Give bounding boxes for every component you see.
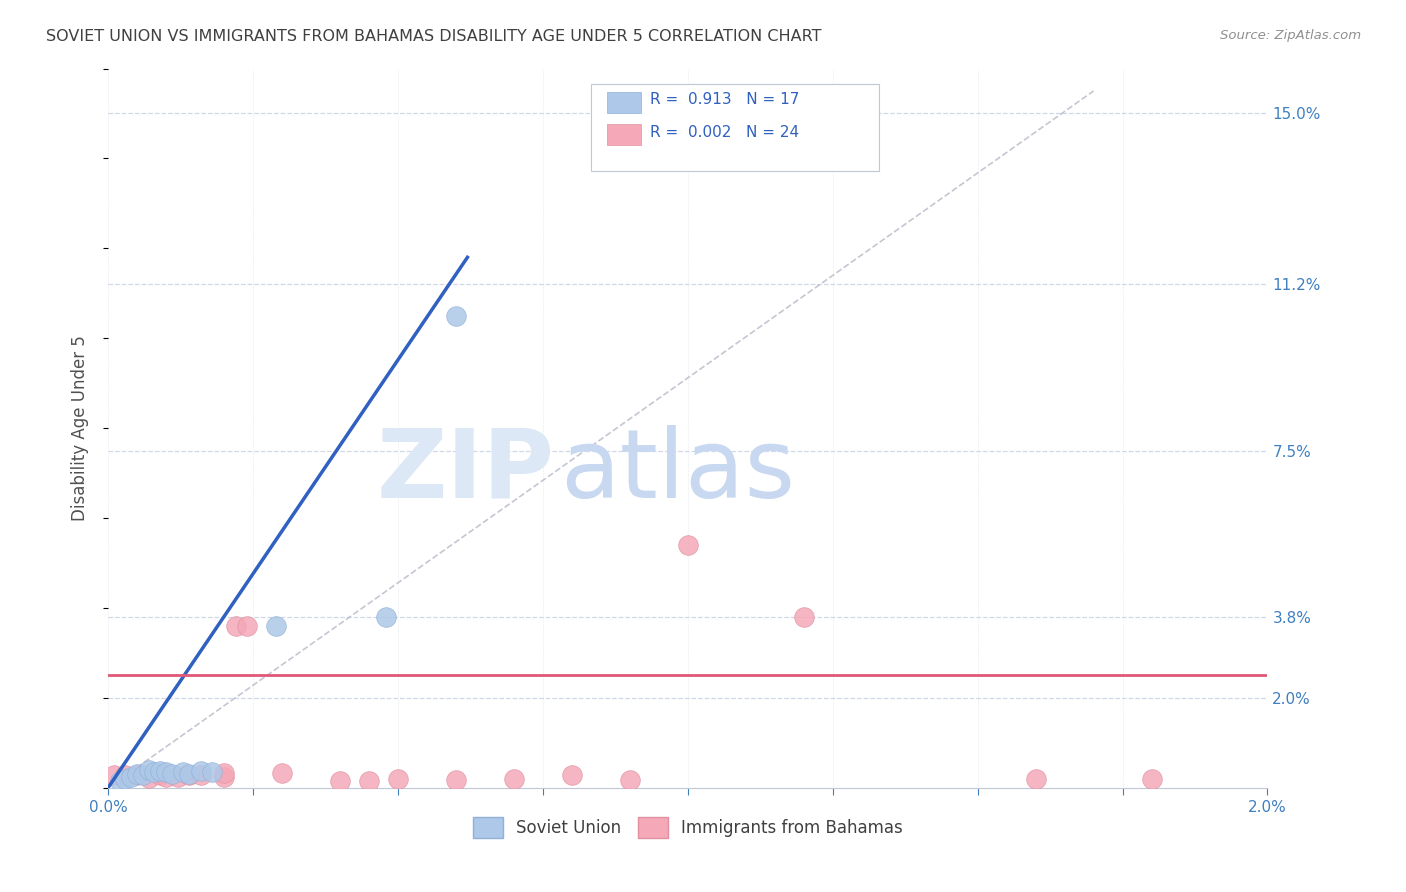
Point (264, 619, 287, 633)
Point (375, 610, 398, 624)
Point (619, 772, 641, 787)
Point (387, 772, 409, 786)
Point (125, 768, 148, 782)
Point (149, 768, 172, 782)
Text: Source: ZipAtlas.com: Source: ZipAtlas.com (1220, 29, 1361, 43)
Point (444, 772, 467, 787)
Point (155, 770, 177, 784)
Point (225, 619, 247, 633)
Point (444, 309, 467, 323)
Text: R =  0.002   N = 24: R = 0.002 N = 24 (650, 125, 799, 139)
Point (1140, 772, 1163, 786)
Point (172, 764, 194, 779)
Point (149, 764, 172, 778)
Point (212, 766, 235, 780)
Point (166, 770, 188, 784)
Point (125, 767, 148, 781)
Point (103, 768, 125, 782)
Point (179, 768, 201, 782)
Point (138, 771, 160, 785)
Text: ZIP: ZIP (377, 425, 554, 518)
Point (160, 767, 183, 781)
Point (357, 774, 380, 789)
Point (329, 774, 352, 789)
Legend: Soviet Union, Immigrants from Bahamas: Soviet Union, Immigrants from Bahamas (465, 811, 910, 844)
Point (1025, 772, 1047, 786)
Point (114, 772, 136, 786)
Point (143, 765, 166, 780)
Point (271, 766, 294, 780)
Point (793, 610, 815, 624)
Point (561, 768, 583, 782)
Point (108, 774, 131, 789)
Point (179, 767, 201, 781)
Point (676, 538, 699, 552)
Point (212, 770, 235, 784)
Text: atlas: atlas (560, 425, 796, 518)
Point (190, 764, 212, 778)
Point (155, 765, 177, 780)
Point (120, 770, 142, 784)
Point (190, 768, 212, 782)
Point (132, 768, 155, 782)
Point (201, 765, 224, 780)
Point (502, 772, 524, 786)
Text: SOVIET UNION VS IMMIGRANTS FROM BAHAMAS DISABILITY AGE UNDER 5 CORRELATION CHART: SOVIET UNION VS IMMIGRANTS FROM BAHAMAS … (46, 29, 823, 45)
Point (114, 768, 136, 782)
Point (138, 763, 160, 777)
Y-axis label: Disability Age Under 5: Disability Age Under 5 (72, 335, 89, 521)
Point (236, 619, 259, 633)
Text: R =  0.913   N = 17: R = 0.913 N = 17 (650, 93, 799, 107)
